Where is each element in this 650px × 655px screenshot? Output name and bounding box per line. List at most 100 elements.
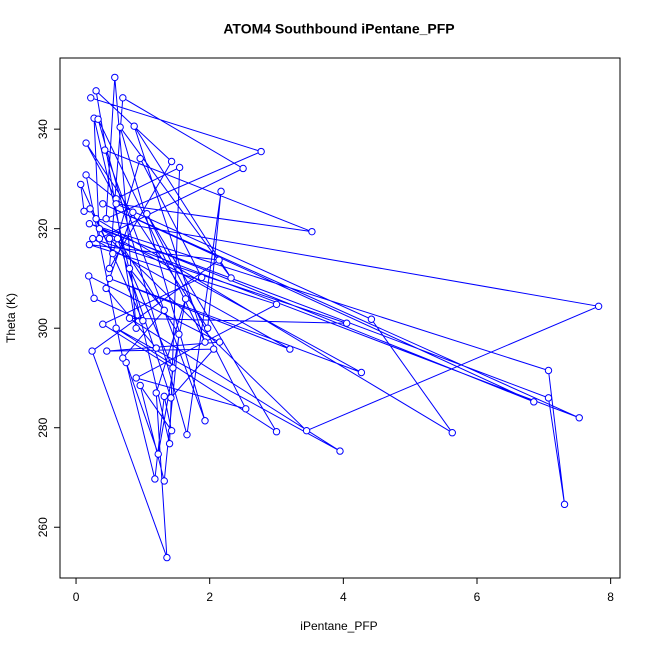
point <box>530 398 538 406</box>
point <box>102 215 110 223</box>
point <box>125 264 134 273</box>
point <box>112 200 120 208</box>
point <box>85 220 94 228</box>
point <box>544 366 553 375</box>
point <box>101 146 109 154</box>
point <box>160 477 168 485</box>
point <box>109 249 117 258</box>
point <box>167 427 176 435</box>
point <box>139 317 147 325</box>
point <box>272 428 281 436</box>
point <box>342 319 351 327</box>
point <box>239 164 247 173</box>
point <box>169 364 177 372</box>
point <box>143 210 151 218</box>
point <box>103 347 111 355</box>
point <box>92 215 100 223</box>
point <box>105 234 114 243</box>
point <box>136 154 144 163</box>
point <box>95 224 104 233</box>
x-axis-label: iPentane_PFP <box>300 619 377 633</box>
point <box>336 447 344 455</box>
point <box>125 314 134 322</box>
plot-frame <box>59 57 621 579</box>
point <box>367 315 376 323</box>
point <box>197 273 206 282</box>
point <box>105 264 114 273</box>
point <box>119 94 127 102</box>
point <box>129 208 137 216</box>
y-tick-label: 300 <box>36 318 50 338</box>
point <box>183 430 191 439</box>
point <box>160 392 168 401</box>
point <box>165 439 174 448</box>
point <box>227 274 235 282</box>
point <box>575 414 583 422</box>
point <box>448 428 456 437</box>
point <box>112 324 120 332</box>
point <box>163 553 171 562</box>
x-tick-label: 0 <box>73 590 80 604</box>
point <box>130 122 138 130</box>
point <box>154 450 162 458</box>
point <box>92 87 100 95</box>
point <box>82 139 90 147</box>
point <box>119 354 127 362</box>
point <box>77 180 85 189</box>
point <box>87 94 95 102</box>
point <box>594 302 603 311</box>
point <box>85 240 94 249</box>
point <box>82 171 90 179</box>
point <box>152 389 160 397</box>
point <box>357 368 366 377</box>
point <box>88 347 96 355</box>
chart-title: ATOM4 Southbound iPentane_PFP <box>223 21 454 37</box>
point <box>167 394 175 402</box>
point <box>272 300 281 309</box>
point <box>99 320 107 328</box>
point <box>116 123 124 131</box>
point <box>80 207 88 215</box>
point <box>216 338 224 346</box>
x-tick-label: 6 <box>474 590 481 604</box>
series-line <box>80 77 601 558</box>
point <box>99 200 107 208</box>
point <box>175 330 183 338</box>
y-tick-label: 280 <box>36 417 50 437</box>
point <box>308 227 316 236</box>
point <box>89 234 97 243</box>
point <box>113 234 122 243</box>
point <box>102 284 110 293</box>
point <box>86 205 94 213</box>
y-axis-label: Theta (K) <box>4 293 18 343</box>
point <box>203 324 212 332</box>
point <box>90 294 98 303</box>
point <box>95 234 104 243</box>
point <box>85 272 93 280</box>
x-tick-label: 4 <box>340 590 347 604</box>
x-tick-label: 2 <box>206 590 213 604</box>
point <box>544 394 553 402</box>
point <box>201 417 209 425</box>
y-tick-label: 320 <box>36 218 50 238</box>
point <box>302 427 311 435</box>
point <box>160 306 168 314</box>
point <box>209 345 218 353</box>
point <box>105 274 114 283</box>
point <box>560 500 569 509</box>
y-tick-label: 340 <box>36 119 50 139</box>
point <box>136 381 144 390</box>
point <box>132 374 140 382</box>
point <box>217 187 225 196</box>
point <box>132 324 140 332</box>
point <box>152 344 160 352</box>
point <box>181 295 190 303</box>
point <box>286 345 294 353</box>
point <box>151 475 159 483</box>
y-tick-label: 260 <box>36 517 50 537</box>
x-tick-label: 8 <box>607 590 614 604</box>
point <box>257 147 265 156</box>
point <box>167 157 176 166</box>
